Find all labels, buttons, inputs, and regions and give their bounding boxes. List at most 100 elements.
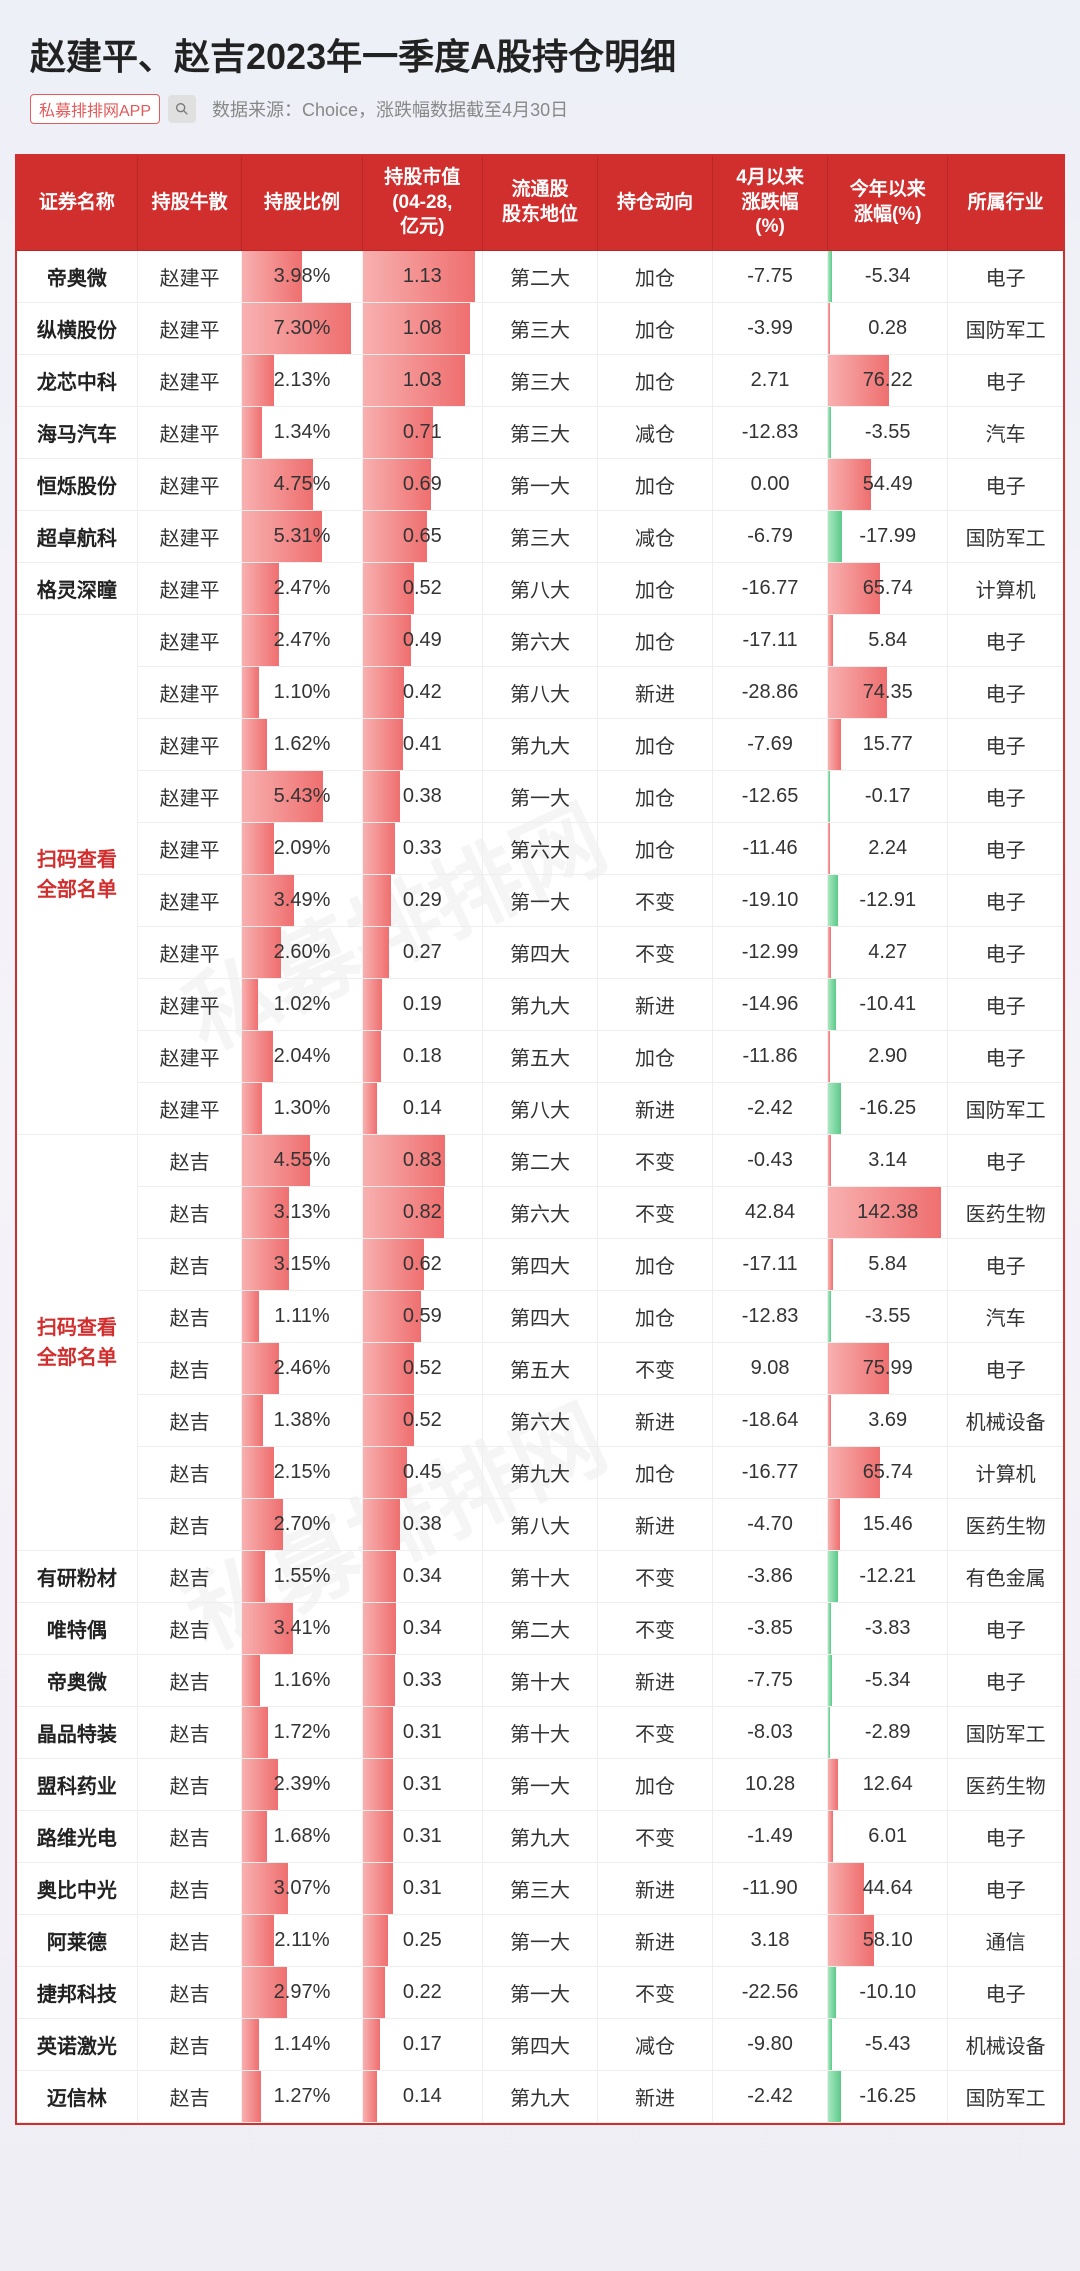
apr-cell: -12.83	[713, 1291, 828, 1343]
apr-cell: -4.70	[713, 1499, 828, 1551]
industry-cell: 国防军工	[948, 511, 1063, 563]
rank-cell: 第三大	[482, 511, 597, 563]
apr-cell: -9.80	[713, 2019, 828, 2071]
holder-cell: 赵建平	[137, 979, 242, 1031]
bar-cell: 2.24	[828, 823, 948, 875]
table-row: 赵吉1.38%0.52第六大新进-18.643.69机械设备	[17, 1395, 1063, 1447]
industry-cell: 电子	[948, 1343, 1063, 1395]
bar-cell: 76.22	[828, 355, 948, 407]
bar-cell: 1.11%	[242, 1291, 362, 1343]
move-cell: 加仓	[597, 1447, 712, 1499]
move-cell: 新进	[597, 1655, 712, 1707]
rank-cell: 第一大	[482, 875, 597, 927]
stock-name-cell: 超卓航科	[17, 511, 137, 563]
apr-cell: -12.83	[713, 407, 828, 459]
bar-cell: 0.65	[362, 511, 482, 563]
move-cell: 新进	[597, 1915, 712, 1967]
bar-cell: 2.09%	[242, 823, 362, 875]
bar-cell: 2.15%	[242, 1447, 362, 1499]
holder-cell: 赵吉	[137, 1291, 242, 1343]
table-row: 帝奥微赵吉1.16%0.33第十大新进-7.75-5.34电子	[17, 1655, 1063, 1707]
holder-cell: 赵吉	[137, 1707, 242, 1759]
bar-cell: 0.69	[362, 459, 482, 511]
bar-cell: 1.02%	[242, 979, 362, 1031]
industry-cell: 电子	[948, 251, 1063, 303]
bar-cell: 0.34	[362, 1551, 482, 1603]
bar-cell: 0.28	[828, 303, 948, 355]
rank-cell: 第一大	[482, 459, 597, 511]
bar-cell: -5.43	[828, 2019, 948, 2071]
stock-name-cell: 格灵深瞳	[17, 563, 137, 615]
search-icon[interactable]	[168, 95, 196, 123]
table-header-cell: 所属行业	[948, 156, 1063, 251]
table-header-cell: 4月以来涨跌幅(%)	[713, 156, 828, 251]
table-row: 龙芯中科赵建平2.13%1.03第三大加仓2.7176.22电子	[17, 355, 1063, 407]
rank-cell: 第五大	[482, 1343, 597, 1395]
bar-cell: 6.01	[828, 1811, 948, 1863]
holder-cell: 赵吉	[137, 1343, 242, 1395]
bar-cell: -3.55	[828, 1291, 948, 1343]
table-header-row: 证券名称持股牛散持股比例持股市值(04-28,亿元)流通股股东地位持仓动向4月以…	[17, 156, 1063, 251]
bar-cell: 44.64	[828, 1863, 948, 1915]
table-header-cell: 今年以来涨幅(%)	[828, 156, 948, 251]
industry-cell: 电子	[948, 459, 1063, 511]
rank-cell: 第一大	[482, 771, 597, 823]
holder-cell: 赵吉	[137, 1551, 242, 1603]
bar-cell: 0.33	[362, 1655, 482, 1707]
move-cell: 加仓	[597, 615, 712, 667]
stock-name-cell: 奥比中光	[17, 1863, 137, 1915]
table-header-cell: 持股市值(04-28,亿元)	[362, 156, 482, 251]
bar-cell: -2.89	[828, 1707, 948, 1759]
holder-cell: 赵吉	[137, 1863, 242, 1915]
stock-name-cell: 捷邦科技	[17, 1967, 137, 2019]
table-row: 赵建平5.43%0.38第一大加仓-12.65-0.17电子	[17, 771, 1063, 823]
move-cell: 加仓	[597, 1759, 712, 1811]
bar-cell: 0.22	[362, 1967, 482, 2019]
bar-cell: 0.83	[362, 1135, 482, 1187]
bar-cell: 12.64	[828, 1759, 948, 1811]
apr-cell: -2.42	[713, 2071, 828, 2123]
apr-cell: 0.00	[713, 459, 828, 511]
rank-cell: 第六大	[482, 615, 597, 667]
table-row: 晶品特装赵吉1.72%0.31第十大不变-8.03-2.89国防军工	[17, 1707, 1063, 1759]
bar-cell: 2.11%	[242, 1915, 362, 1967]
bar-cell: 1.08	[362, 303, 482, 355]
move-cell: 新进	[597, 667, 712, 719]
table-row: 扫码查看全部名单赵建平2.47%0.49第六大加仓-17.115.84电子	[17, 615, 1063, 667]
apr-cell: -22.56	[713, 1967, 828, 2019]
table-header-cell: 流通股股东地位	[482, 156, 597, 251]
bar-cell: 3.41%	[242, 1603, 362, 1655]
bar-cell: 5.31%	[242, 511, 362, 563]
table-header-cell: 证券名称	[17, 156, 137, 251]
group-label-cell: 扫码查看全部名单	[17, 615, 137, 1135]
holder-cell: 赵建平	[137, 407, 242, 459]
apr-cell: -17.11	[713, 615, 828, 667]
bar-cell: 3.07%	[242, 1863, 362, 1915]
bar-cell: 5.84	[828, 1239, 948, 1291]
bar-cell: -16.25	[828, 2071, 948, 2123]
bar-cell: 75.99	[828, 1343, 948, 1395]
table-row: 赵吉2.46%0.52第五大不变9.0875.99电子	[17, 1343, 1063, 1395]
bar-cell: 2.90	[828, 1031, 948, 1083]
bar-cell: 0.59	[362, 1291, 482, 1343]
move-cell: 新进	[597, 2071, 712, 2123]
industry-cell: 医药生物	[948, 1187, 1063, 1239]
move-cell: 不变	[597, 927, 712, 979]
rank-cell: 第三大	[482, 355, 597, 407]
stock-name-cell: 帝奥微	[17, 1655, 137, 1707]
holder-cell: 赵建平	[137, 719, 242, 771]
stock-name-cell: 英诺激光	[17, 2019, 137, 2071]
table-header-cell: 持股比例	[242, 156, 362, 251]
apr-cell: -18.64	[713, 1395, 828, 1447]
rank-cell: 第八大	[482, 563, 597, 615]
holder-cell: 赵建平	[137, 355, 242, 407]
industry-cell: 电子	[948, 1811, 1063, 1863]
apr-cell: -7.75	[713, 251, 828, 303]
move-cell: 新进	[597, 1395, 712, 1447]
rank-cell: 第六大	[482, 1187, 597, 1239]
apr-cell: 9.08	[713, 1343, 828, 1395]
apr-cell: 10.28	[713, 1759, 828, 1811]
rank-cell: 第二大	[482, 251, 597, 303]
table-row: 奥比中光赵吉3.07%0.31第三大新进-11.9044.64电子	[17, 1863, 1063, 1915]
industry-cell: 电子	[948, 875, 1063, 927]
